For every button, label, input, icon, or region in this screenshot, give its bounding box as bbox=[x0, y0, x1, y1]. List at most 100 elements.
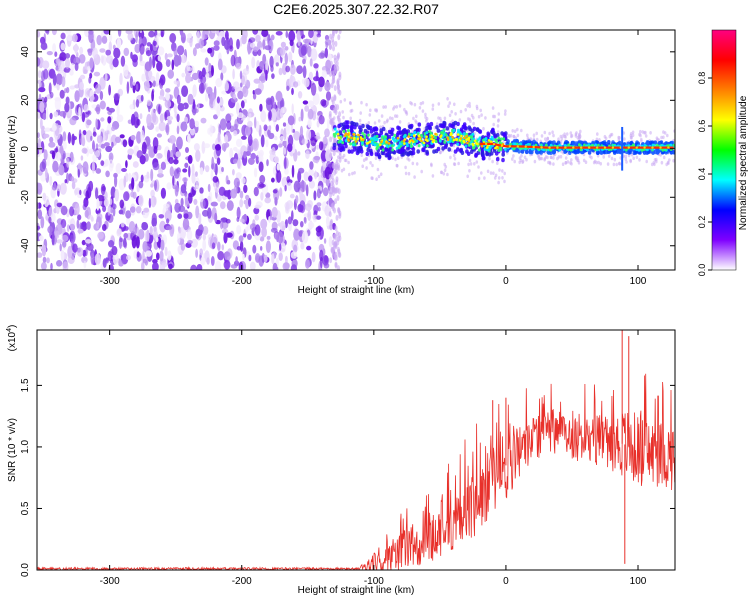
noise-blob bbox=[328, 236, 333, 248]
ridge-highlight bbox=[484, 142, 488, 146]
noise-blob bbox=[238, 261, 244, 270]
noise-blob bbox=[81, 222, 87, 227]
noise-blob bbox=[44, 127, 51, 132]
snr-line-series bbox=[37, 330, 675, 570]
noise-blob bbox=[285, 30, 289, 38]
noise-blob bbox=[266, 235, 271, 240]
signal-blob bbox=[337, 123, 341, 129]
noise-blob bbox=[62, 140, 67, 150]
noise-blob bbox=[280, 41, 286, 48]
noise-blob bbox=[304, 203, 312, 211]
noise-blob bbox=[74, 90, 80, 103]
noise-blob bbox=[279, 135, 285, 141]
halo-blob bbox=[606, 162, 610, 166]
noise-blob bbox=[201, 67, 206, 78]
noise-blob bbox=[249, 261, 256, 270]
noise-blob bbox=[291, 45, 294, 53]
halo-blob bbox=[638, 158, 641, 162]
noise-blob bbox=[271, 177, 275, 183]
noise-blob bbox=[65, 87, 70, 94]
noise-blob bbox=[313, 156, 321, 161]
halo-blob bbox=[526, 133, 529, 138]
halo-blob bbox=[454, 112, 457, 116]
noise-blob bbox=[114, 174, 118, 188]
noise-blob bbox=[251, 56, 256, 69]
noise-blob bbox=[301, 230, 309, 244]
signal-core-blob bbox=[500, 137, 503, 141]
halo-blob bbox=[374, 108, 377, 112]
noise-blob bbox=[137, 229, 145, 240]
signal-hot-blob bbox=[480, 144, 484, 148]
ridge-highlight bbox=[500, 144, 504, 147]
noise-blob bbox=[233, 123, 238, 131]
signal-core-blob bbox=[444, 133, 448, 137]
signal-hot-blob bbox=[356, 137, 360, 140]
noise-blob bbox=[51, 124, 57, 132]
noise-blob bbox=[101, 35, 108, 44]
noise-blob bbox=[86, 243, 94, 251]
noise-blob bbox=[219, 118, 227, 131]
signal-blob bbox=[355, 122, 359, 127]
signal-core-blob bbox=[558, 143, 562, 148]
halo-blob bbox=[492, 122, 496, 127]
noise-blob bbox=[100, 160, 105, 167]
noise-blob bbox=[70, 62, 75, 71]
halo-blob bbox=[457, 161, 460, 166]
signal-hot-blob bbox=[417, 137, 420, 140]
noise-blob bbox=[100, 117, 105, 122]
signal-blob bbox=[340, 144, 345, 149]
noise-blob bbox=[193, 185, 200, 191]
noise-blob bbox=[51, 150, 56, 160]
signal-core-blob bbox=[349, 142, 352, 146]
noise-blob bbox=[108, 152, 114, 162]
halo-blob bbox=[492, 114, 495, 119]
noise-blob bbox=[150, 195, 157, 208]
noise-blob bbox=[173, 47, 178, 58]
noise-blob bbox=[225, 218, 231, 224]
signal-blob bbox=[358, 145, 363, 151]
signal-hot-blob bbox=[350, 136, 353, 140]
noise-blob bbox=[130, 203, 136, 216]
halo-blob bbox=[437, 102, 441, 106]
noise-blob bbox=[290, 64, 296, 75]
signal-hot-blob bbox=[465, 138, 468, 141]
noise-blob bbox=[267, 129, 271, 137]
noise-blob bbox=[56, 239, 63, 244]
noise-blob bbox=[333, 63, 337, 70]
halo-blob bbox=[489, 171, 493, 175]
noise-blob bbox=[159, 88, 165, 98]
noise-blob bbox=[175, 151, 181, 158]
signal-core-blob bbox=[391, 137, 395, 141]
noise-blob bbox=[145, 250, 152, 257]
noise-blob bbox=[323, 238, 327, 244]
signal-hot-blob bbox=[420, 139, 423, 143]
noise-blob bbox=[275, 31, 283, 36]
noise-blob bbox=[132, 161, 139, 168]
snr-frame bbox=[36, 329, 676, 571]
noise-blob bbox=[224, 251, 231, 261]
noise-blob bbox=[309, 161, 314, 170]
noise-blob bbox=[56, 83, 60, 91]
signal-blob bbox=[365, 151, 370, 157]
noise-blob bbox=[212, 176, 219, 183]
signal-core-blob bbox=[504, 147, 507, 151]
noise-blob bbox=[83, 260, 87, 269]
noise-blob bbox=[263, 124, 268, 131]
noise-blob bbox=[232, 93, 237, 100]
signal-blob bbox=[502, 132, 507, 137]
signal-core-blob bbox=[544, 143, 548, 147]
halo-blob bbox=[341, 110, 345, 114]
signal-blob bbox=[494, 151, 499, 156]
ridge-highlight bbox=[667, 146, 670, 149]
signal-blob bbox=[366, 125, 371, 131]
halo-blob bbox=[398, 120, 402, 124]
noise-blob bbox=[337, 251, 341, 258]
noise-blob bbox=[139, 155, 146, 165]
noise-blob bbox=[139, 113, 143, 120]
halo-blob bbox=[578, 136, 581, 140]
noise-blob bbox=[84, 209, 89, 218]
signal-core-blob bbox=[577, 143, 581, 147]
signal-hot-blob bbox=[456, 133, 460, 136]
noise-blob bbox=[203, 143, 211, 149]
noise-blob bbox=[141, 73, 146, 82]
